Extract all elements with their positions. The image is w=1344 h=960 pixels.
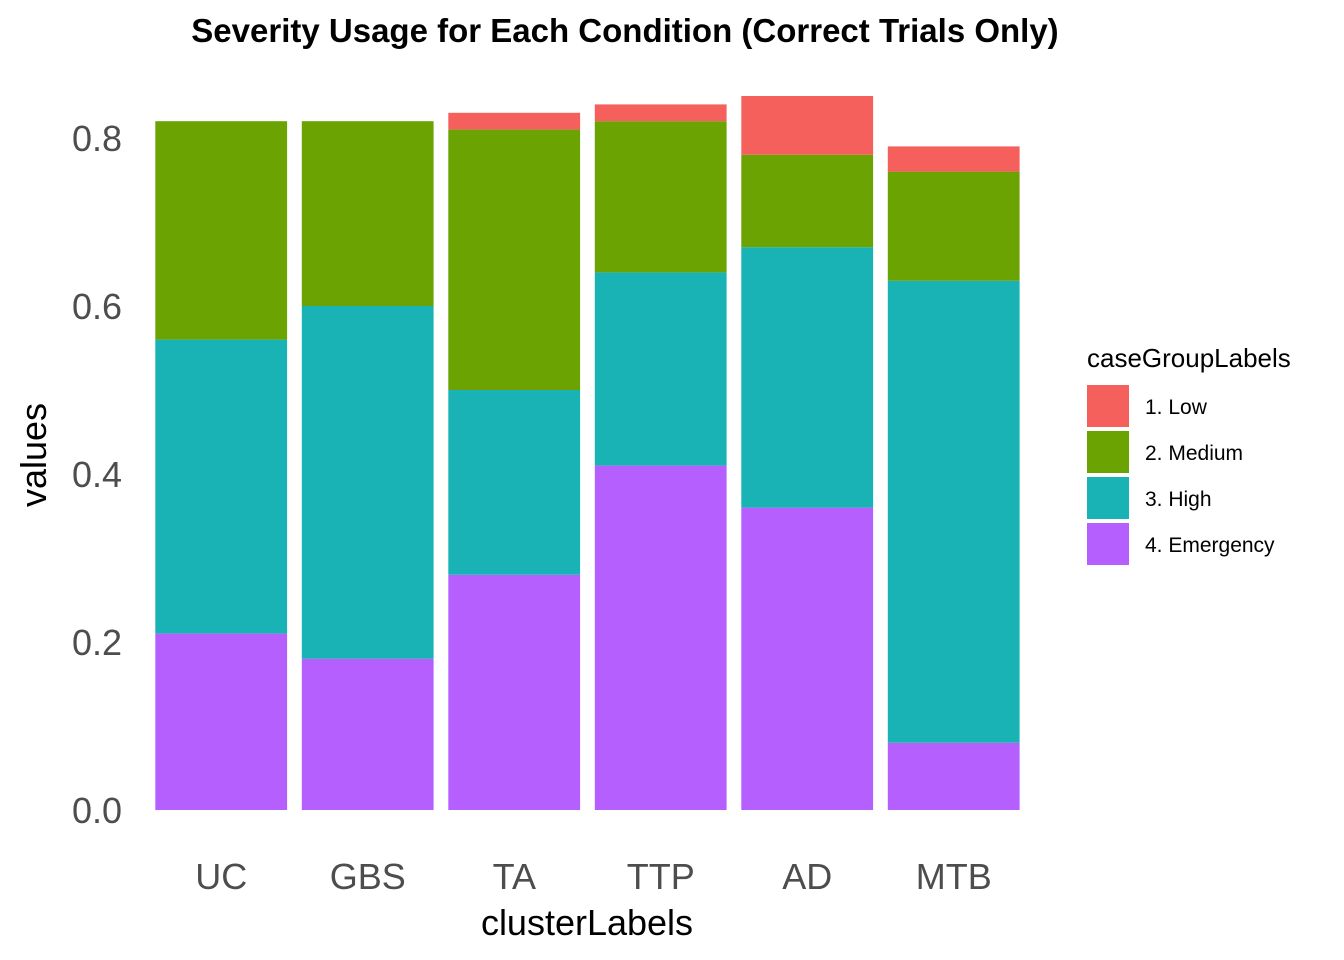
y-tick-label: 0.6 [72, 286, 122, 327]
x-tick-label: AD [782, 856, 832, 897]
y-tick-label: 0.4 [72, 454, 122, 495]
x-axis-title: clusterLabels [481, 902, 693, 943]
bar-ad-high [741, 247, 874, 508]
bar-ta-emergency [448, 574, 581, 810]
y-tick-label: 0.8 [72, 118, 122, 159]
x-tick-label: TTP [627, 856, 695, 897]
legend-title: caseGroupLabels [1087, 343, 1291, 373]
bar-uc-medium [155, 121, 288, 340]
legend-swatch [1087, 385, 1129, 427]
chart-title: Severity Usage for Each Condition (Corre… [191, 12, 1058, 49]
x-tick-label: MTB [916, 856, 992, 897]
legend-swatch [1087, 431, 1129, 473]
bar-ad-medium [741, 154, 874, 248]
bar-ta-medium [448, 129, 581, 390]
bar-mtb-high [887, 280, 1020, 743]
bar-uc-high [155, 339, 288, 634]
x-tick-label: GBS [330, 856, 406, 897]
y-tick-label: 0.0 [72, 790, 122, 831]
bar-gbs-medium [301, 121, 434, 306]
legend-label: 1. Low [1145, 396, 1208, 419]
legend-swatch [1087, 523, 1129, 565]
legend-swatch [1087, 477, 1129, 519]
bar-ttp-emergency [594, 465, 727, 810]
x-tick-label: TA [493, 856, 536, 897]
bars-group [155, 96, 1020, 810]
bar-mtb-emergency [887, 742, 1020, 810]
x-tick-label: UC [195, 856, 247, 897]
legend: caseGroupLabels 1. Low 2. Medium 3. High 4.… [1087, 343, 1291, 565]
legend-label: 3. High [1145, 488, 1212, 511]
legend-label: 2. Medium [1145, 442, 1243, 465]
bar-ad-emergency [741, 507, 874, 810]
bar-ta-high [448, 390, 581, 575]
bar-uc-emergency [155, 633, 288, 810]
bar-ta-low [448, 112, 581, 130]
bar-mtb-medium [887, 171, 1020, 281]
x-axis-ticks: UC GBS TA TTP AD MTB [195, 856, 991, 897]
bar-gbs-emergency [301, 658, 434, 810]
bar-ttp-low [594, 104, 727, 122]
y-axis-title: values [13, 403, 54, 507]
y-tick-label: 0.2 [72, 622, 122, 663]
bar-ttp-medium [594, 121, 727, 273]
bar-gbs-high [301, 306, 434, 659]
y-axis-ticks: 0.0 0.2 0.4 0.6 0.8 [72, 118, 122, 831]
bar-mtb-low [887, 146, 1020, 172]
legend-label: 4. Emergency [1145, 534, 1275, 557]
bar-ad-low [741, 96, 874, 155]
bar-ttp-high [594, 272, 727, 466]
